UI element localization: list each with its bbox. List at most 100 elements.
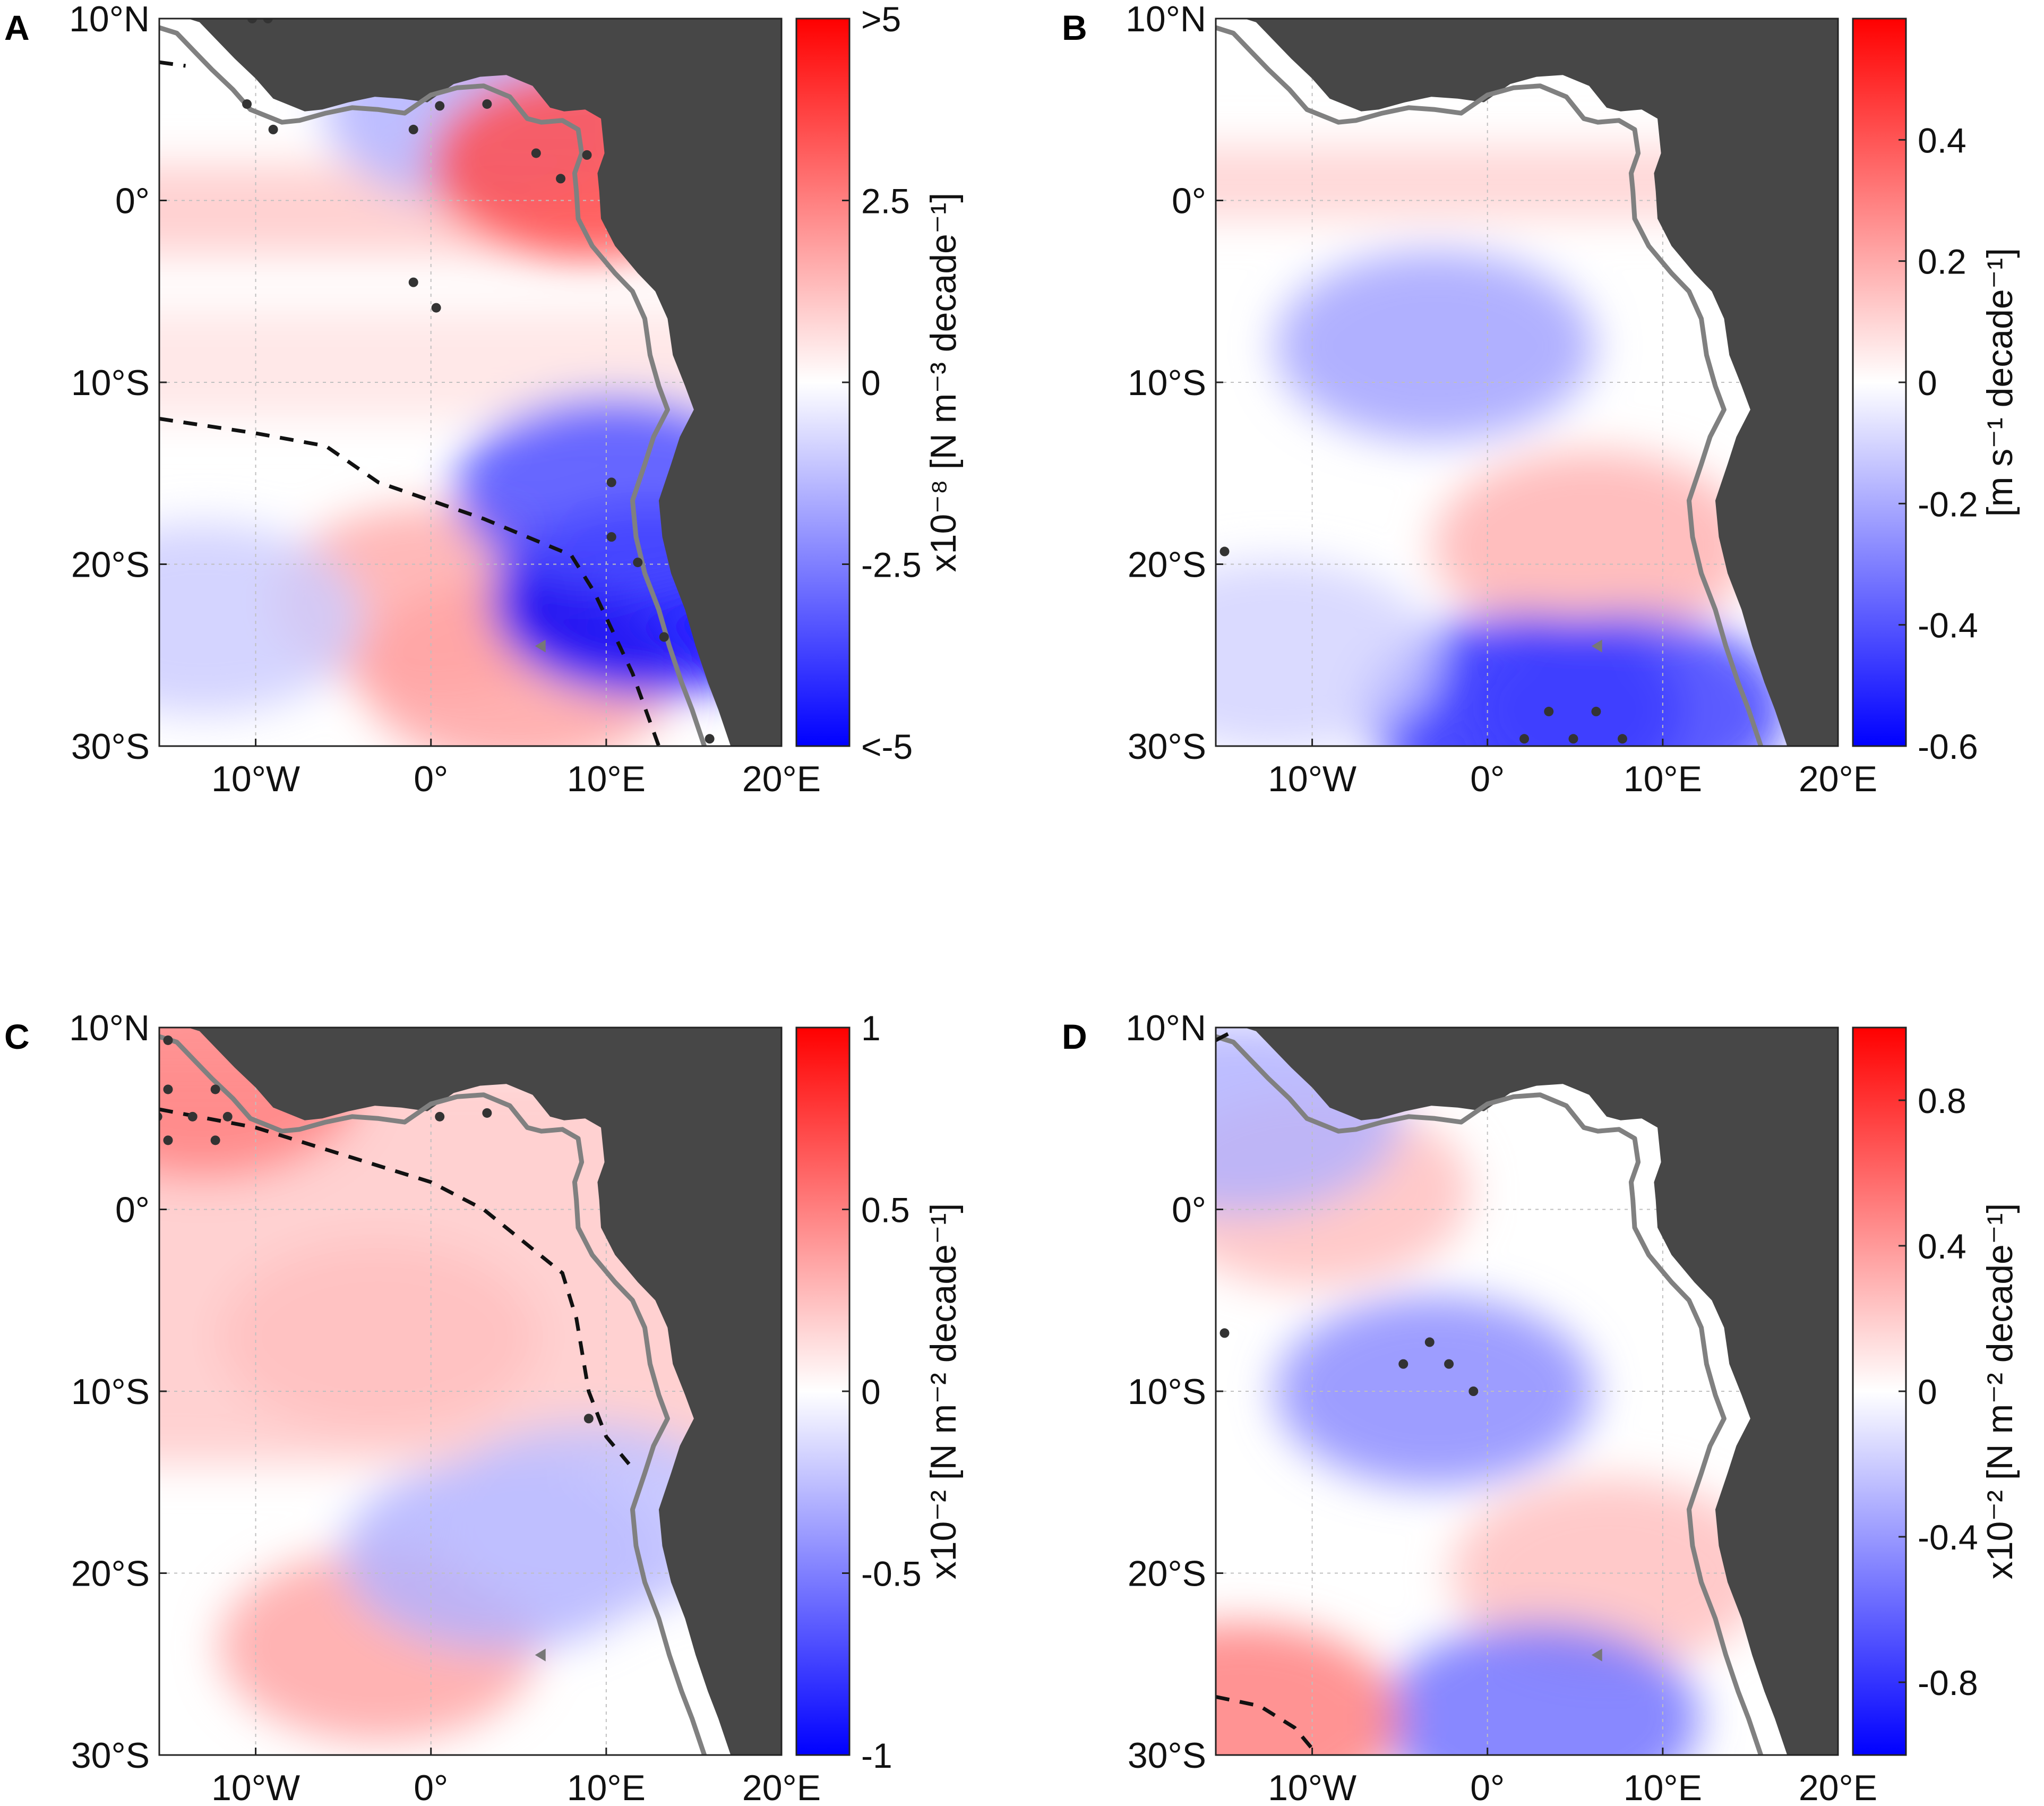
field-blob: [1216, 559, 1437, 746]
significance-point: [408, 277, 418, 287]
y-tick-label: 10°N: [69, 1008, 150, 1048]
coastline-contour: [1216, 1034, 1763, 1755]
significance-point: [1617, 734, 1627, 744]
significance-point: [1219, 546, 1230, 557]
y-tick-label: 10°N: [1126, 1008, 1206, 1048]
significance-point: [163, 1084, 173, 1094]
significance-point: [210, 1135, 220, 1145]
station-marker: [1591, 1648, 1602, 1662]
field-blob: [1433, 450, 1752, 642]
x-tick-label: 10°E: [1624, 759, 1702, 799]
field-blob: [1275, 250, 1594, 442]
colorbar-tick-label: 0.5: [861, 1191, 910, 1230]
x-tick-label: 10°W: [211, 1768, 300, 1806]
y-tick-label: 10°S: [1128, 1372, 1206, 1412]
significance-point: [431, 303, 441, 313]
significance-point: [435, 1111, 445, 1122]
y-tick-label: 10°S: [71, 363, 150, 403]
significance-point: [1398, 1359, 1409, 1369]
significance-point: [1519, 734, 1530, 744]
x-tick-label: 0°: [414, 759, 448, 799]
colorbar-tick-label: 1: [861, 1008, 881, 1048]
significance-point: [247, 19, 257, 23]
significance-point: [222, 1111, 233, 1122]
y-tick-label: 30°S: [1128, 1735, 1206, 1776]
x-tick-label: 20°E: [1799, 1768, 1877, 1806]
y-tick-label: 10°N: [69, 0, 150, 39]
significance-point: [482, 1108, 492, 1118]
dashed-contour: [159, 417, 661, 746]
significance-point: [633, 558, 643, 568]
colorbar: [1852, 1026, 1907, 1756]
significance-point: [1424, 1337, 1435, 1347]
colorbar-tick-label: 0.2: [1918, 242, 1966, 281]
field-blob: [1275, 1296, 1594, 1487]
coastline-contour: [1216, 25, 1763, 746]
panel-letter: A: [4, 8, 30, 47]
coastline-contour: [159, 25, 707, 746]
significance-point: [606, 532, 616, 542]
y-tick-label: 10°S: [1128, 363, 1206, 403]
colorbar-tick-label: -0.4: [1918, 1518, 1978, 1557]
colorbar: [1852, 18, 1907, 747]
x-tick-label: 0°: [1470, 1768, 1505, 1806]
x-tick-label: 10°W: [211, 759, 300, 799]
significance-point: [659, 632, 669, 642]
colorbar-tick-label: -2.5: [861, 545, 922, 585]
significance-point: [435, 101, 445, 111]
y-tick-label: 20°S: [71, 1554, 150, 1594]
significance-point: [163, 1135, 173, 1145]
field-blob: [1380, 1623, 1699, 1755]
field-blob: [219, 1241, 538, 1433]
colorbar-tick-label: <-5: [861, 727, 913, 766]
land-mask: [1244, 1028, 1838, 1755]
y-tick-label: 0°: [1172, 181, 1206, 221]
colorbar-tick-label: 0.4: [1918, 121, 1966, 160]
y-tick-label: 10°S: [71, 1372, 150, 1412]
significance-point: [705, 734, 715, 744]
colorbar-tick-label: 0.8: [1918, 1081, 1966, 1120]
significance-point: [1444, 1359, 1454, 1369]
y-tick-label: 30°S: [1128, 726, 1206, 767]
significance-point: [531, 148, 541, 158]
plot-area: [1216, 1028, 1838, 1755]
x-tick-label: 20°E: [742, 1768, 821, 1806]
panel-letter: C: [4, 1017, 30, 1056]
significance-point: [1591, 706, 1601, 716]
significance-point: [1468, 1386, 1479, 1396]
dashed-contour: [1216, 1694, 1319, 1755]
colorbar-tick-label: 0: [1918, 1372, 1937, 1411]
significance-point: [268, 124, 278, 134]
station-marker: [1591, 639, 1602, 653]
dashed-contour: [159, 60, 186, 68]
colorbar-title: [m s⁻¹ decade⁻¹]: [1980, 248, 2020, 517]
colorbar-tick-label: >5: [861, 0, 901, 39]
panel-d: 10°W 0° 10°E 20°E 10°N 0° 10°S 20°S 30°S D 0.8 0.4 0…: [1062, 1008, 2020, 1806]
plot-area: [1216, 19, 1838, 746]
significance-point: [582, 150, 592, 160]
significance-point: [583, 1414, 594, 1424]
land-mask: [187, 19, 781, 746]
y-tick-label: 30°S: [71, 1735, 150, 1776]
dashed-contour: [1216, 1031, 1231, 1042]
station-marker: [535, 1648, 546, 1662]
x-tick-label: 10°E: [567, 759, 646, 799]
significance-point: [606, 477, 616, 487]
x-tick-label: 10°E: [1624, 1768, 1702, 1806]
field-blob: [159, 523, 363, 715]
colorbar-tick-label: -0.4: [1918, 606, 1978, 645]
colorbar-title: x10⁻⁸ [N m⁻³ decade⁻¹]: [923, 193, 964, 572]
significance-point: [1544, 706, 1554, 716]
panel-c: 10°W 0° 10°E 20°E 10°N 0° 10°S 20°S 30°S C 1 0.5 0 -0…: [4, 1008, 964, 1806]
significance-point: [1219, 1328, 1230, 1338]
panel-b: 10°W 0° 10°E 20°E 10°N 0° 10°S 20°S 30°S B 0.4 0.2 0…: [1062, 0, 2020, 799]
colorbar-tick-label: -0.5: [861, 1554, 922, 1594]
y-tick-label: 20°S: [71, 545, 150, 585]
field-blob: [1216, 1623, 1402, 1755]
y-tick-label: 10°N: [1126, 0, 1206, 39]
colorbar-title: x10⁻² [N m⁻² decade⁻¹]: [1980, 1203, 2020, 1580]
y-tick-label: 20°S: [1128, 1554, 1206, 1594]
colorbar: [795, 18, 851, 747]
plot-area: [159, 1028, 781, 1755]
